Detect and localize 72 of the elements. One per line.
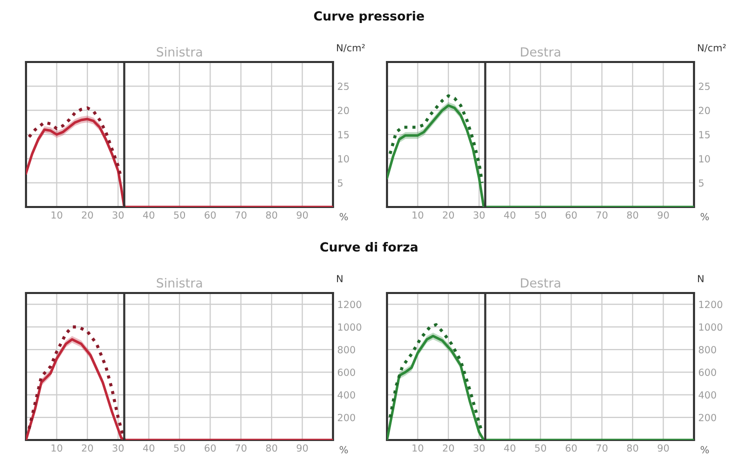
x-tick-label: 30 <box>112 444 124 452</box>
x-tick-label: 20 <box>82 211 93 219</box>
y-tick-label: 200 <box>698 414 716 422</box>
x-tick-label: 50 <box>174 444 186 452</box>
x-tick-label: 80 <box>266 444 278 452</box>
x-tick-label: 30 <box>112 211 124 219</box>
x-tick-label: 10 <box>52 211 62 219</box>
x-tick-label: 40 <box>143 444 154 452</box>
x-axis-title: % <box>700 446 709 454</box>
x-tick-label: 70 <box>596 211 608 219</box>
text: Curve pressorie <box>314 10 424 24</box>
chart-title: Sinistra <box>156 46 202 57</box>
x-tick-label: 20 <box>442 211 454 219</box>
y-axis-title: N <box>698 275 704 282</box>
y-tick-label: 600 <box>698 368 716 376</box>
x-tick-label: 70 <box>236 211 246 219</box>
y-tick-label: 400 <box>338 391 356 399</box>
x-tick-label: 40 <box>504 444 516 452</box>
x-tick-label: 50 <box>174 211 186 219</box>
y-tick-label: 400 <box>698 391 716 399</box>
x-tick-label: 80 <box>627 444 638 452</box>
x-tick-label: 60 <box>566 211 577 219</box>
chart-title: Sinistra <box>156 278 202 288</box>
x-tick-label: 80 <box>266 211 278 219</box>
x-tick-label: 70 <box>596 444 608 452</box>
x-tick-label: 50 <box>535 444 546 452</box>
x-tick-label: 60 <box>204 211 216 219</box>
y-tick-label: 25 <box>338 82 349 90</box>
x-tick-label: 90 <box>296 211 308 219</box>
x-tick-label: 90 <box>296 444 308 452</box>
chart-title: Destra <box>520 278 560 288</box>
x-tick-label: 40 <box>504 211 516 219</box>
text: Curve di forza <box>320 242 418 252</box>
y-tick-label: 25 <box>698 82 710 90</box>
x-tick-label: 10 <box>412 444 424 452</box>
x-axis-title: % <box>340 446 348 454</box>
chart-title: Destra <box>520 47 560 57</box>
y-tick-label: 15 <box>699 131 710 138</box>
x-tick-label: 30 <box>474 211 485 219</box>
y-tick-label: 10 <box>699 155 710 162</box>
y-tick-label: 1000 <box>699 323 722 331</box>
y-tick-label: 20 <box>338 106 349 114</box>
x-tick-label: 90 <box>658 444 669 452</box>
x-tick-label: 10 <box>52 444 62 452</box>
x-tick-label: 20 <box>442 444 454 452</box>
x-tick-label: 40 <box>143 211 154 219</box>
x-tick-label: 10 <box>412 211 424 219</box>
y-tick-label: 1200 <box>338 300 362 308</box>
x-tick-label: 20 <box>82 444 93 452</box>
x-axis-title: % <box>340 212 348 220</box>
x-tick-label: 80 <box>627 211 638 219</box>
x-tick-label: 90 <box>658 211 669 219</box>
y-axis-title: N <box>337 275 342 282</box>
x-tick-label: 50 <box>535 211 546 219</box>
y-tick-label: 5 <box>698 179 704 187</box>
x-tick-label: 30 <box>474 444 485 452</box>
y-tick-label: 5 <box>338 179 343 187</box>
x-tick-label: 60 <box>204 444 216 452</box>
y-tick-label: 10 <box>338 155 349 162</box>
y-tick-label: 600 <box>338 368 356 376</box>
y-axis-title: N/cm² <box>337 44 365 52</box>
y-tick-label: 20 <box>698 106 710 114</box>
x-axis-title: % <box>700 212 709 220</box>
y-tick-label: 1000 <box>338 323 362 331</box>
y-axis-title: N/cm² <box>698 44 726 52</box>
y-tick-label: 15 <box>338 131 349 138</box>
x-tick-label: 70 <box>236 444 246 452</box>
y-tick-label: 800 <box>698 346 716 354</box>
y-tick-label: 800 <box>338 346 356 354</box>
y-tick-label: 200 <box>338 414 356 422</box>
x-tick-label: 60 <box>566 444 577 452</box>
y-tick-label: 1200 <box>699 300 722 308</box>
